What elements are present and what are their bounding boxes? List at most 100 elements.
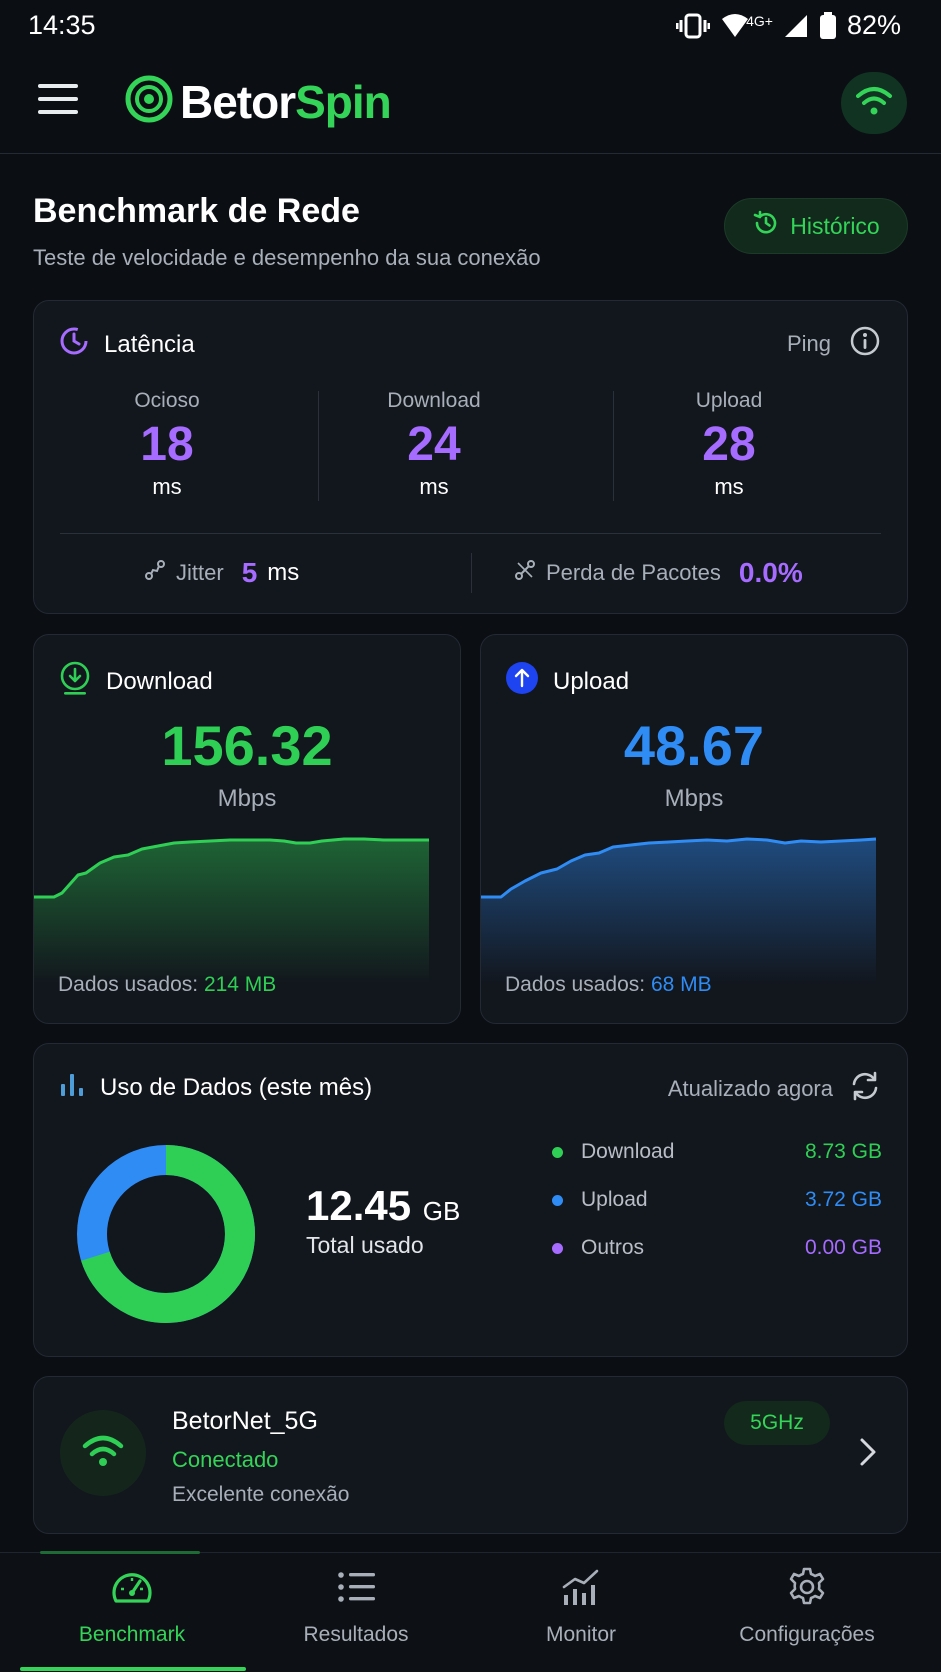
jitter-info: Jitter 5 ms xyxy=(144,557,299,589)
status-bar: 14:35 4G+ 82% xyxy=(0,0,941,52)
speedometer-icon xyxy=(110,1567,154,1613)
network-status: Conectado xyxy=(172,1447,279,1472)
jitter-unit: ms xyxy=(267,559,300,586)
download-data-used: Dados usados: 214 MB xyxy=(58,973,277,996)
donut-download-segment xyxy=(77,1145,255,1323)
clock-icon xyxy=(752,209,780,243)
download-header: Download xyxy=(58,661,213,702)
total-usage-label: Total usado xyxy=(306,1232,424,1258)
signal-icon xyxy=(783,13,809,39)
packet-loss-value: 0.0% xyxy=(738,557,803,588)
latency-download-value: 24 xyxy=(407,418,461,471)
legend-other: Outros 0.00 GB xyxy=(552,1233,908,1263)
history-label: Histórico xyxy=(790,212,880,239)
latency-idle-value: 18 xyxy=(140,418,194,471)
legend-dot xyxy=(552,1194,563,1206)
packet-loss-label: Perda de Pacotes xyxy=(546,560,721,585)
upload-data-used: Dados usados: 68 MB xyxy=(505,973,712,996)
upload-chart xyxy=(481,837,877,985)
gear-icon xyxy=(786,1566,828,1614)
latency-icon xyxy=(58,325,90,364)
latency-header: Latência xyxy=(58,325,195,364)
chart-icon xyxy=(561,1567,601,1613)
nav-settings[interactable]: Configurações xyxy=(692,1567,922,1647)
download-data-value: 214 MB xyxy=(203,973,277,996)
network-icon-circle xyxy=(60,1410,146,1496)
update-info: Atualizado agora xyxy=(668,1070,881,1108)
menu-icon[interactable] xyxy=(38,84,78,120)
download-chart xyxy=(34,837,429,985)
status-time: 14:35 xyxy=(28,10,96,40)
packet-loss-info: Perda de Pacotes 0.0% xyxy=(514,557,803,589)
jitter-icon xyxy=(144,559,166,587)
packet-loss-icon xyxy=(514,559,536,587)
latency-card: Latência Ping Ocioso 18 ms Download 24 m… xyxy=(33,300,908,614)
history-button[interactable]: Histórico xyxy=(724,198,908,254)
upload-title: Upload xyxy=(553,667,630,695)
band-badge: 5GHz xyxy=(724,1401,830,1445)
info-icon[interactable] xyxy=(849,325,881,363)
nav-results-label: Resultados xyxy=(303,1623,409,1646)
app-logo: BetorSpin xyxy=(124,74,392,129)
nav-settings-label: Configurações xyxy=(739,1623,875,1646)
legend-dot xyxy=(552,1242,563,1254)
total-usage-unit: GB xyxy=(422,1196,461,1226)
legend-dot xyxy=(552,1146,563,1158)
divider xyxy=(318,391,319,501)
logo-icon xyxy=(124,74,174,129)
download-icon xyxy=(58,661,92,702)
page-title: Benchmark de Rede xyxy=(33,192,360,230)
latency-idle: Ocioso 18 ms xyxy=(42,389,292,500)
list-icon xyxy=(336,1569,376,1611)
jitter-label: Jitter xyxy=(176,560,224,585)
wifi-status-button[interactable] xyxy=(841,72,907,134)
nav-results[interactable]: Resultados xyxy=(241,1567,471,1647)
jitter-value: 5 xyxy=(241,557,258,588)
wifi-icon xyxy=(82,1434,124,1473)
upload-data-value: 68 MB xyxy=(650,973,712,996)
nav-monitor[interactable]: Monitor xyxy=(466,1567,696,1647)
download-speed-unit: Mbps xyxy=(217,785,277,812)
nav-benchmark-label: Benchmark xyxy=(78,1623,186,1646)
divider xyxy=(60,533,881,534)
ping-label: Ping xyxy=(786,331,831,356)
bar-chart-icon xyxy=(58,1070,86,1105)
battery-icon xyxy=(819,11,837,40)
data-usage-title: Uso de Dados (este mês) xyxy=(100,1073,373,1101)
latency-download: Download 24 ms xyxy=(309,389,559,500)
wifi-icon xyxy=(855,85,893,122)
nav-benchmark[interactable]: Benchmark xyxy=(17,1567,247,1647)
upload-icon xyxy=(505,661,539,702)
upload-card[interactable]: Upload 48.67 Mbps Dados usados: 68 MB xyxy=(480,634,908,1024)
network-name: BetorNet_5G xyxy=(172,1407,318,1435)
data-usage-card: Uso de Dados (este mês) Atualizado agora… xyxy=(33,1043,908,1357)
divider xyxy=(613,391,614,501)
network-quality: Excelente conexão xyxy=(172,1483,350,1506)
chevron-right-icon[interactable] xyxy=(859,1437,877,1472)
active-tab-indicator xyxy=(20,1667,246,1671)
network-card[interactable]: BetorNet_5G Conectado Excelente conexão … xyxy=(33,1376,908,1534)
download-speed-value: 156.32 xyxy=(161,714,333,777)
latency-title: Latência xyxy=(104,330,195,358)
vibrate-icon xyxy=(676,12,711,40)
nav-monitor-label: Monitor xyxy=(545,1623,617,1646)
page-subtitle: Teste de velocidade e desempenho da sua … xyxy=(33,245,541,270)
ping-info: Ping xyxy=(787,325,881,363)
battery-level: 82% xyxy=(846,10,901,40)
upload-speed-value: 48.67 xyxy=(623,714,765,777)
download-card[interactable]: Download 156.32 Mbps Dados usados: 214 M… xyxy=(33,634,461,1024)
latency-upload-value: 28 xyxy=(702,418,756,471)
latency-upload: Upload 28 ms xyxy=(604,389,854,500)
download-title: Download xyxy=(106,667,213,695)
bottom-navigation: Benchmark Resultados Monitor Configuraçõ… xyxy=(0,1551,941,1672)
legend-upload: Upload 3.72 GB xyxy=(552,1185,908,1215)
logo-text: BetorSpin xyxy=(180,75,392,128)
usage-donut-chart xyxy=(77,1145,255,1323)
legend-download: Download 8.73 GB xyxy=(552,1137,908,1167)
upload-speed-unit: Mbps xyxy=(664,785,724,812)
refresh-icon[interactable] xyxy=(849,1070,881,1108)
total-usage: 12.45 GB xyxy=(306,1182,460,1230)
network-icon: 4G+ xyxy=(720,13,773,39)
status-icons: 4G+ 82% xyxy=(676,10,901,41)
upload-header: Upload xyxy=(505,661,629,702)
